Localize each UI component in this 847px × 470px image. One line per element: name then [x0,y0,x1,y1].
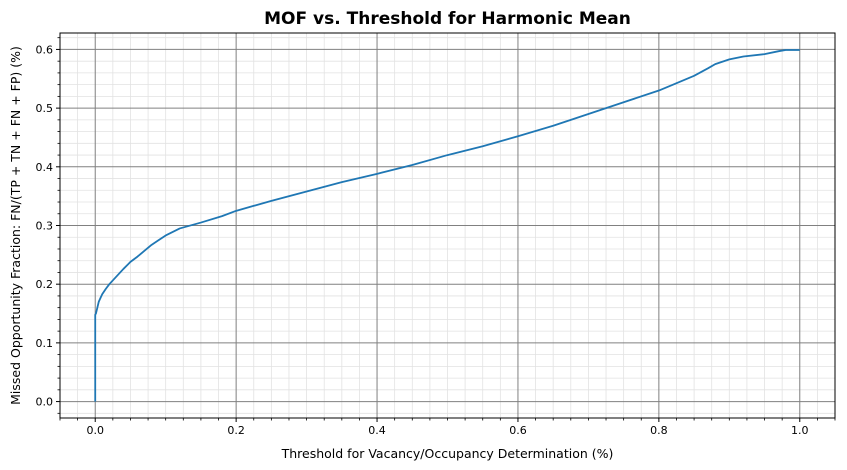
series-line [94,49,800,402]
y-tick-label: 0.4 [36,161,54,174]
x-tick-label: 0.6 [509,424,527,437]
x-tick-label: 0.8 [650,424,668,437]
chart-title: MOF vs. Threshold for Harmonic Mean [264,9,631,29]
y-tick-label: 0.0 [36,396,54,409]
y-tick-label: 0.1 [36,337,54,350]
x-tick-label: 0.0 [86,424,104,437]
x-axis-ticks: 0.0 0.2 0.4 0.6 0.8 1.0 [59,418,836,437]
x-tick-label: 1.0 [791,424,809,437]
x-tick-label: 0.2 [227,424,245,437]
x-tick-label: 0.4 [368,424,386,437]
y-axis-ticks: 0.0 0.1 0.2 0.3 0.4 0.5 0.6 [36,37,60,414]
y-tick-label: 0.2 [36,278,54,291]
series-layer [94,49,800,402]
y-tick-label: 0.3 [36,220,54,233]
y-tick-label: 0.6 [36,43,54,56]
y-axis-label: Missed Opportunity Fraction: FN/(TP + TN… [8,46,23,405]
y-tick-label: 0.5 [36,102,54,115]
x-axis-label: Threshold for Vacancy/Occupancy Determin… [281,446,614,461]
